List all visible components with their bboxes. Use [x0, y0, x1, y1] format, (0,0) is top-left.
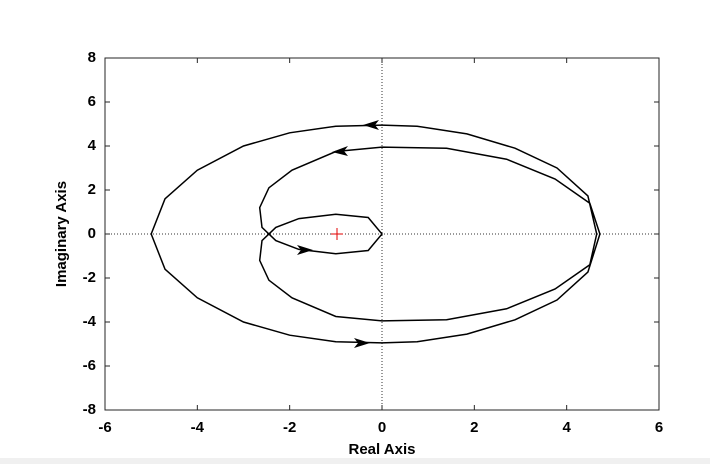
x-axis-label: Real Axis	[349, 441, 416, 458]
direction-arrow	[363, 120, 379, 130]
x-tick-label: -4	[191, 419, 205, 436]
y-axis-label: Imaginary Axis	[53, 181, 70, 287]
x-tick-label: 6	[655, 419, 663, 436]
y-tick-label: -4	[83, 313, 97, 330]
direction-arrow	[332, 146, 348, 156]
y-tick-label: 6	[88, 93, 96, 110]
y-tick-label: -2	[83, 269, 96, 286]
critical-point	[331, 228, 343, 240]
x-tick-label: -2	[283, 419, 296, 436]
x-tick-label: -6	[98, 419, 111, 436]
direction-arrow	[297, 245, 313, 255]
bottom-strip	[0, 458, 710, 464]
x-tick-label: 2	[470, 419, 478, 436]
y-tick-label: -6	[83, 357, 96, 374]
curve	[150, 124, 601, 344]
x-tick-label: 4	[562, 419, 571, 436]
y-tick-label: 8	[88, 49, 96, 66]
x-tick-label: 0	[378, 419, 386, 436]
plot-area	[105, 58, 659, 410]
direction-arrow	[354, 338, 370, 348]
y-tick-label: -8	[83, 401, 96, 418]
y-tick-label: 2	[88, 181, 96, 198]
y-tick-label: 0	[88, 225, 96, 242]
y-tick-label: 4	[88, 137, 97, 154]
